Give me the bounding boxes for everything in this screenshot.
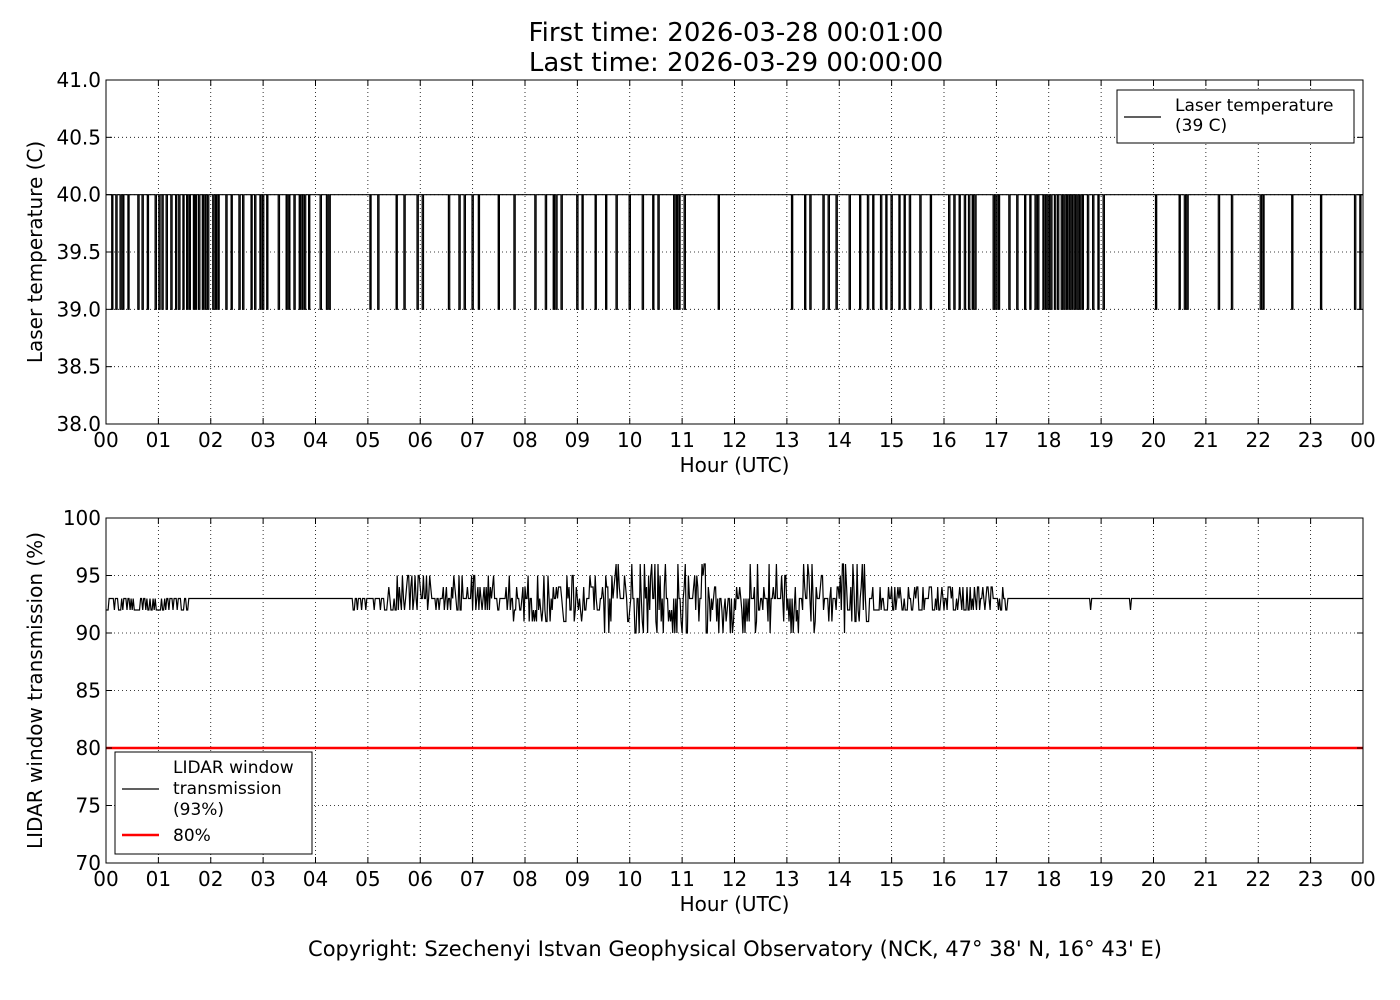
y-tick-label: 80: [76, 736, 101, 760]
x-tick-label: 14: [827, 867, 852, 891]
legend-box: [114, 751, 313, 855]
x-tick-label: 13: [774, 867, 799, 891]
x-tick-label: 06: [408, 428, 433, 452]
legend-label: (93%): [173, 800, 224, 820]
y-axis-label: LIDAR window transmission (%): [23, 532, 47, 849]
x-tick-label: 19: [1088, 867, 1113, 891]
legend: Laser temperature(39 C): [1116, 89, 1355, 144]
x-tick-label: 07: [460, 428, 485, 452]
x-tick-label: 00: [1350, 428, 1375, 452]
x-tick-label: 00: [93, 867, 118, 891]
y-axis-label: Laser temperature (C): [23, 141, 47, 363]
x-tick-label: 00: [93, 428, 118, 452]
y-tick-label: 39.0: [56, 297, 101, 321]
y-tick-label: 100: [63, 506, 101, 530]
x-tick-label: 09: [565, 428, 590, 452]
legend-label: 80%: [173, 826, 211, 846]
x-tick-label: 11: [669, 867, 694, 891]
x-tick-label: 18: [1036, 867, 1061, 891]
y-tick-label: 90: [76, 621, 101, 645]
x-tick-label: 09: [565, 867, 590, 891]
legend-label: (39 C): [1175, 116, 1227, 136]
chart-panel-1: 00 01 02 03 04 05 06 07 08 09 10 11 12 13 14 15 16 17 18 19…: [23, 68, 1376, 477]
x-tick-label: 20: [1141, 428, 1166, 452]
x-tick-label: 23: [1298, 428, 1323, 452]
x-tick-label: 10: [617, 867, 642, 891]
x-tick-label: 21: [1193, 428, 1218, 452]
copyright-text: Copyright: Szechenyi Istvan Geophysical …: [308, 937, 1162, 961]
y-tick-label: 40.5: [56, 125, 101, 149]
x-tick-label: 23: [1298, 867, 1323, 891]
title-first-time: First time: 2026-03-28 00:01:00: [528, 18, 944, 48]
x-tick-label: 16: [931, 867, 956, 891]
x-tick-label: 00: [1350, 867, 1375, 891]
x-tick-label: 12: [722, 428, 747, 452]
y-tick-label: 38.5: [56, 355, 101, 379]
y-tick-label: 41.0: [56, 68, 101, 92]
x-tick-label: 02: [198, 867, 223, 891]
x-axis-label: Hour (UTC): [680, 892, 790, 916]
x-tick-label: 14: [827, 428, 852, 452]
x-tick-label: 22: [1246, 867, 1271, 891]
legend-label: LIDAR window: [173, 758, 294, 778]
x-tick-label: 20: [1141, 867, 1166, 891]
x-tick-label: 01: [146, 428, 171, 452]
x-tick-label: 16: [931, 428, 956, 452]
x-axis-label: Hour (UTC): [680, 453, 790, 477]
x-tick-label: 17: [984, 428, 1009, 452]
y-tick-label: 40.0: [56, 183, 101, 207]
x-tick-label: 05: [355, 428, 380, 452]
x-tick-label: 06: [408, 867, 433, 891]
x-tick-label: 04: [303, 428, 328, 452]
x-tick-label: 22: [1246, 428, 1271, 452]
y-tick-label: 95: [76, 564, 101, 588]
title-last-time: Last time: 2026-03-29 00:00:00: [528, 48, 944, 78]
x-tick-label: 12: [722, 867, 747, 891]
x-tick-label: 15: [879, 867, 904, 891]
x-tick-label: 21: [1193, 867, 1218, 891]
x-tick-label: 08: [512, 428, 537, 452]
x-tick-label: 11: [669, 428, 694, 452]
series-line: [106, 194, 1363, 310]
x-tick-label: 10: [617, 428, 642, 452]
x-tick-label: 05: [355, 867, 380, 891]
x-tick-label: 03: [250, 867, 275, 891]
x-tick-label: 08: [512, 867, 537, 891]
legend-label: Laser temperature: [1175, 96, 1333, 116]
x-tick-label: 04: [303, 867, 328, 891]
series-line: [106, 563, 1363, 634]
x-tick-label: 01: [146, 867, 171, 891]
y-tick-label: 39.5: [56, 240, 101, 264]
x-tick-label: 19: [1088, 428, 1113, 452]
x-tick-label: 02: [198, 428, 223, 452]
x-tick-label: 17: [984, 867, 1009, 891]
x-tick-label: 07: [460, 867, 485, 891]
x-tick-label: 13: [774, 428, 799, 452]
x-tick-label: 18: [1036, 428, 1061, 452]
x-tick-label: 03: [250, 428, 275, 452]
y-tick-label: 70: [76, 851, 101, 875]
y-tick-label: 38.0: [56, 412, 101, 436]
chart-panel-2: 00 01 02 03 04 05 06 07 08 09 10 11 12 13 14 15 16 17 18 19…: [23, 506, 1376, 916]
x-tick-label: 15: [879, 428, 904, 452]
legend-label: transmission: [173, 779, 282, 799]
y-tick-label: 85: [76, 679, 101, 703]
y-tick-label: 75: [76, 794, 101, 818]
